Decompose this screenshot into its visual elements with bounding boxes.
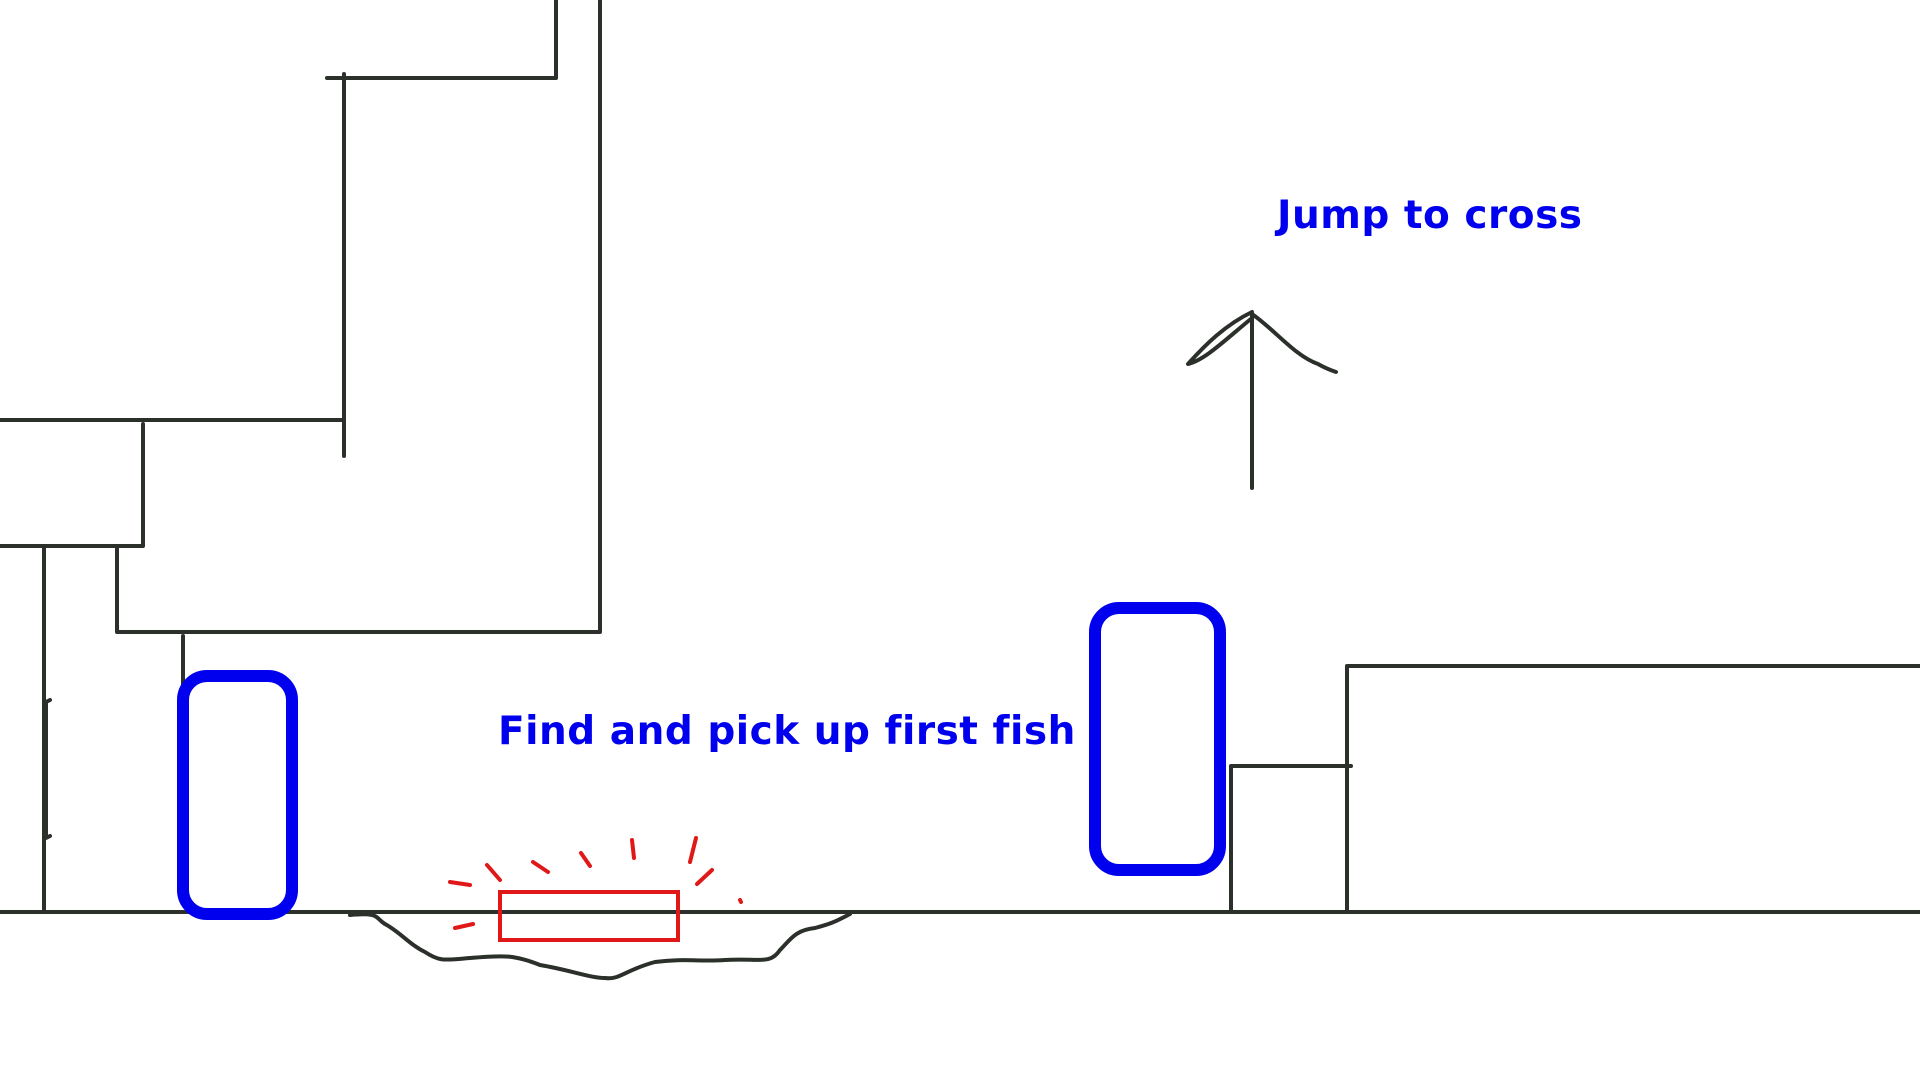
fish-pickup <box>498 890 680 942</box>
ledge-step <box>0 422 145 548</box>
large-block <box>1345 664 1920 914</box>
arrow-right-head <box>1250 312 1338 374</box>
small-step-block <box>1229 764 1353 914</box>
player-marker-right <box>1089 602 1226 876</box>
left-structure <box>0 0 602 914</box>
left-pillar-notch <box>44 698 52 840</box>
fish-annotation: Find and pick up first fish <box>498 709 1076 754</box>
pit-outline <box>348 912 852 981</box>
jump-annotation: Jump to cross <box>1274 193 1583 238</box>
up-arrow-icon <box>1186 310 1338 490</box>
sparkle-icon <box>448 836 743 930</box>
arrow-left-head <box>1186 310 1254 366</box>
tall-right-wall <box>115 0 602 634</box>
ground <box>0 910 1920 981</box>
right-structure <box>1229 664 1920 914</box>
upper-step-wall <box>325 0 558 80</box>
player-marker-left <box>177 670 298 920</box>
